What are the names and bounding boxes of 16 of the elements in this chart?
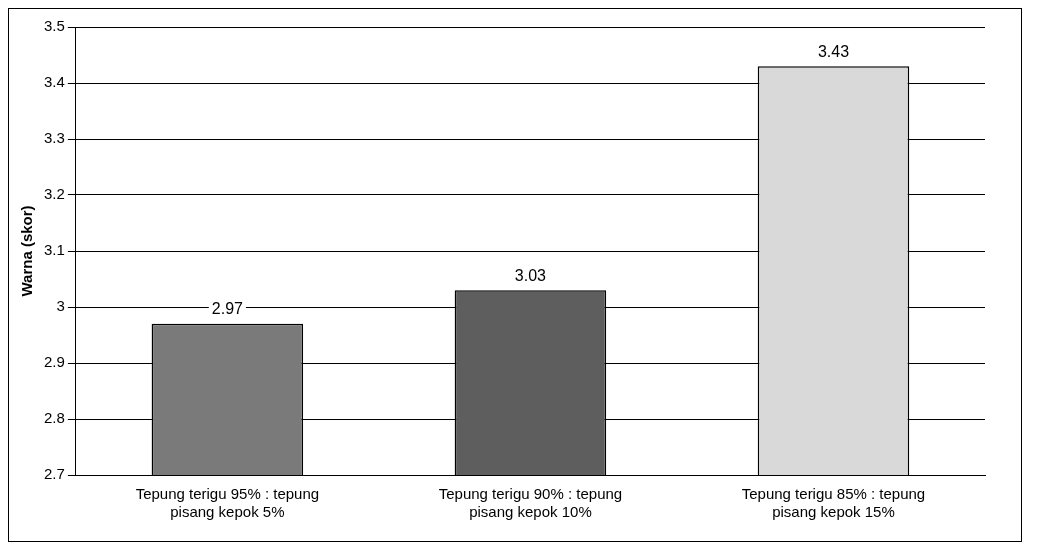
y-axis-title: Warna (skor) — [18, 205, 36, 297]
data-label: 2.97 — [211, 300, 244, 318]
y-tick-label: 3.5 — [43, 17, 65, 35]
y-tick-label: 3 — [56, 297, 65, 315]
y-tick-label: 3.2 — [43, 185, 65, 203]
y-tick-label: 2.8 — [43, 409, 65, 427]
data-label: 3.43 — [817, 42, 850, 60]
data-label: 3.03 — [514, 266, 547, 284]
y-tick-label: 3.3 — [43, 129, 65, 147]
y-tick-label: 2.9 — [43, 353, 65, 371]
y-tick-label: 3.1 — [43, 241, 65, 259]
y-tick-label: 3.4 — [43, 73, 65, 91]
x-tick-label: Tepung terigu 95% : tepung pisang kepok 5% — [135, 485, 320, 521]
x-tick-label: Tepung terigu 85% : tepung pisang kepok 15% — [741, 485, 926, 521]
y-tick-label: 2.7 — [43, 465, 65, 483]
x-tick-label: Tepung terigu 90% : tepung pisang kepok 10% — [438, 485, 623, 521]
